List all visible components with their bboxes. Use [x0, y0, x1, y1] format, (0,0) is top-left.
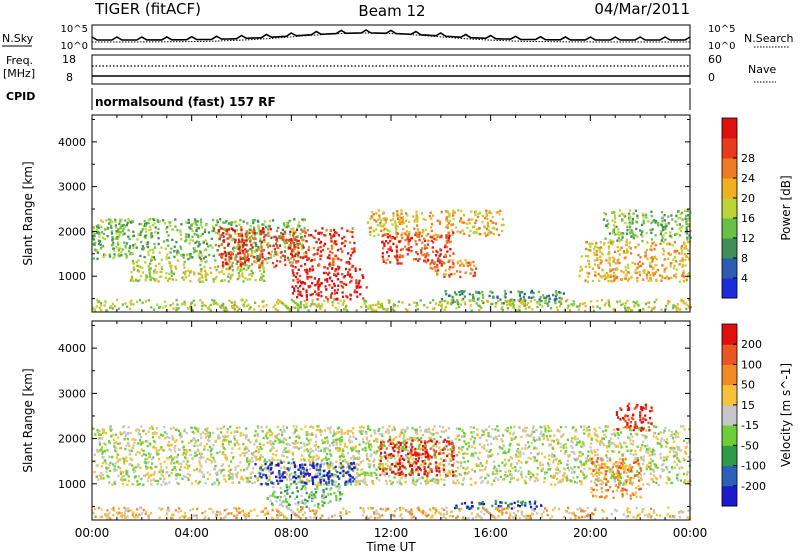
freq-tick-top: 18 — [62, 53, 76, 66]
cpid-label: CPID — [6, 90, 35, 103]
scatter-band — [381, 231, 455, 265]
colorbar-tick-label: -100 — [741, 460, 766, 473]
sky-noise-label: N.Sky — [2, 32, 34, 45]
colorbar-segment — [722, 158, 737, 179]
y-tick-label: 2000 — [58, 433, 86, 446]
nave-tick-bottom: 0 — [708, 71, 715, 84]
colorbar-tick-label: 4 — [741, 272, 748, 285]
colorbar-segment — [722, 278, 737, 299]
colorbar-tick-label: 24 — [741, 172, 755, 185]
colorbar-segment — [722, 198, 737, 219]
scatter-band — [454, 499, 543, 511]
scatter-band — [366, 209, 505, 239]
scatter-band — [92, 298, 692, 313]
colorbar-tick-label: 8 — [741, 252, 748, 265]
y-tick-label: 1000 — [58, 270, 86, 283]
x-tick-label: 20:00 — [573, 526, 608, 540]
colorbar-segment — [722, 404, 737, 426]
colorbar-segment — [722, 465, 737, 487]
scatter-band — [615, 402, 654, 432]
sky-noise-trace — [91, 29, 691, 41]
freq-tick-bottom: 8 — [66, 71, 73, 84]
sky-noise-panel: N.Sky 10^5 10^0 10^5 10^0 N.Search — [2, 24, 794, 52]
y-axis-title: Slant Range [km] — [21, 161, 35, 265]
y-tick-label: 4000 — [58, 342, 86, 355]
scatter-band — [602, 209, 692, 243]
colorbar-segment — [722, 344, 737, 365]
colorbar-segment — [722, 118, 737, 139]
colorbar-segment — [722, 238, 737, 259]
scatter-band — [129, 258, 269, 283]
x-axis-ticks: 00:00 04:00 08:00 12:00 16:00 20:00 00:00 — [75, 526, 708, 540]
x-tick-label: 00:00 — [75, 526, 110, 540]
beam-label: Beam 12 — [358, 2, 425, 20]
y-tick-label: 3000 — [58, 387, 86, 400]
power-colorbar: 4 8 12 16 20 24 28 Power [dB] — [721, 117, 793, 299]
cpid-panel: CPID normalsound (fast) 157 RF — [6, 88, 691, 110]
radar-title: TIGER (fitACF) — [94, 0, 201, 18]
search-noise-trace — [92, 32, 690, 43]
colorbar-segment — [722, 445, 737, 467]
colorbar-segment — [722, 218, 737, 239]
search-tick-bottom: 10^0 — [708, 41, 735, 52]
x-tick-label: 16:00 — [473, 526, 508, 540]
x-tick-label: 00:00 — [673, 526, 708, 540]
y-tick-label: 4000 — [58, 136, 86, 149]
velocity-colorbar: 200 100 50 15 -15 -50 -100 -200 Velocity [m s^-1… — [721, 323, 793, 507]
scatter-band — [291, 267, 368, 301]
sky-tick-top: 10^5 — [61, 24, 88, 35]
colorbar-segment — [722, 364, 737, 386]
colorbar-tick-label: -200 — [741, 480, 766, 493]
y-axis-title: Slant Range [km] — [21, 368, 35, 472]
frequency-panel: Freq. [MHz] 18 8 60 0 Nave — [3, 53, 776, 85]
colorbar-tick-label: 100 — [741, 358, 762, 371]
freq-unit-label: [MHz] — [3, 67, 35, 80]
scatter-band — [92, 425, 693, 487]
sky-tick-bottom: 10^0 — [61, 41, 88, 52]
colorbar-title: Velocity [m s^-1] — [779, 363, 793, 467]
colorbar-tick-label: -50 — [741, 439, 759, 452]
cpid-text: normalsound (fast) 157 RF — [95, 95, 276, 109]
nave-label: Nave — [748, 63, 776, 76]
scatter-band — [217, 227, 356, 270]
colorbar-segment — [722, 258, 737, 279]
x-axis-title: Time UT — [365, 540, 416, 554]
x-tick-label: 08:00 — [274, 526, 309, 540]
scatter-band — [578, 240, 692, 283]
scatter-band — [429, 258, 478, 279]
x-tick-label: 04:00 — [174, 526, 209, 540]
y-tick-label: 3000 — [58, 181, 86, 194]
nave-tick-top: 60 — [708, 53, 722, 66]
colorbar-segment — [722, 324, 737, 345]
colorbar-segment — [722, 485, 737, 507]
velocity-panel: 1000 2000 3000 4000 Slant Range [km] — [21, 320, 693, 521]
colorbar-tick-label: 15 — [741, 399, 755, 412]
colorbar-tick-label: 12 — [741, 232, 755, 245]
scatter-band — [590, 456, 643, 500]
x-tick-label: 12:00 — [374, 526, 409, 540]
colorbar-tick-label: -15 — [741, 419, 759, 432]
colorbar-segment — [722, 138, 737, 159]
y-tick-label: 2000 — [58, 225, 86, 238]
colorbar-segment — [722, 425, 737, 446]
search-tick-top: 10^5 — [708, 24, 735, 35]
colorbar-segment — [722, 384, 737, 406]
colorbar-tick-label: 28 — [741, 152, 755, 165]
search-noise-label: N.Search — [744, 32, 794, 45]
power-panel: 1000 2000 3000 4000 Slant Range [km] — [21, 114, 692, 313]
colorbar-tick-label: 200 — [741, 338, 762, 351]
date-label: 04/Mar/2011 — [594, 0, 690, 18]
colorbar-tick-label: 50 — [741, 379, 755, 392]
colorbar-title: Power [dB] — [779, 175, 793, 240]
colorbar-segment — [722, 178, 737, 199]
scatter-band — [379, 438, 455, 477]
colorbar-tick-label: 20 — [741, 192, 755, 205]
scatter-band — [92, 506, 692, 521]
freq-label: Freq. — [6, 54, 33, 67]
colorbar-tick-label: 16 — [741, 212, 755, 225]
y-tick-label: 1000 — [58, 478, 86, 491]
scatter-band — [254, 461, 356, 486]
